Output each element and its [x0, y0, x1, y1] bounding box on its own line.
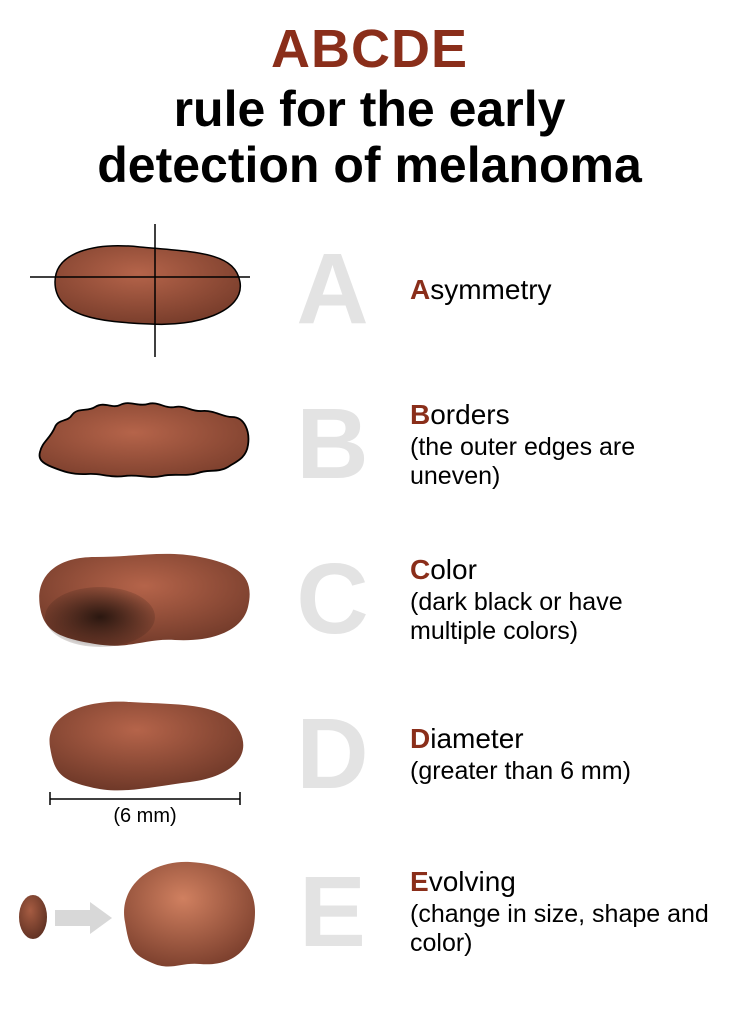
illustration-evolving [0, 832, 265, 992]
big-letter-b: B [296, 388, 368, 500]
illustration-color [0, 522, 265, 677]
term-c: Color [410, 554, 714, 586]
rows-container: A Asymmetry B Borders (the outer edge [0, 192, 739, 992]
illustration-borders [0, 367, 265, 522]
measure-label: (6 mm) [50, 805, 240, 828]
desc-d: Diameter (greater than 6 mm) [400, 723, 739, 786]
letter-col-c: C [265, 542, 400, 657]
paren-b: (the outer edges are uneven) [410, 433, 714, 491]
term-a: Asymmetry [410, 274, 714, 306]
big-letter-e: E [299, 856, 366, 968]
title-main: ABCDE [0, 18, 739, 80]
desc-c: Color (dark black or have multiple color… [400, 554, 739, 646]
big-letter-d: D [296, 698, 368, 810]
paren-e: (change in size, shape and color) [410, 900, 714, 958]
letter-col-d: D [265, 697, 400, 812]
big-letter-a: A [296, 233, 368, 345]
title-sub-2: detection of melanoma [0, 138, 739, 192]
term-d: Diameter [410, 723, 714, 755]
paren-c: (dark black or have multiple colors) [410, 588, 714, 646]
desc-b: Borders (the outer edges are uneven) [400, 399, 739, 491]
big-letter-c: C [296, 543, 368, 655]
row-e: E Evolving (change in size, shape and co… [0, 832, 739, 992]
row-d: (6 mm) D Diameter (greater than 6 mm) [0, 677, 739, 832]
desc-a: Asymmetry [400, 274, 739, 306]
title-sub-1: rule for the early [0, 82, 739, 136]
illustration-asymmetry [0, 212, 265, 367]
term-b: Borders [410, 399, 714, 431]
header: ABCDE rule for the early detection of me… [0, 0, 739, 192]
row-a: A Asymmetry [0, 212, 739, 367]
letter-col-e: E [265, 855, 400, 970]
letter-col-a: A [265, 232, 400, 347]
letter-col-b: B [265, 387, 400, 502]
term-e: Evolving [410, 866, 714, 898]
illustration-diameter: (6 mm) [0, 677, 265, 832]
row-c: C Color (dark black or have multiple col… [0, 522, 739, 677]
paren-d: (greater than 6 mm) [410, 757, 714, 786]
desc-e: Evolving (change in size, shape and colo… [400, 866, 739, 958]
row-b: B Borders (the outer edges are uneven) [0, 367, 739, 522]
